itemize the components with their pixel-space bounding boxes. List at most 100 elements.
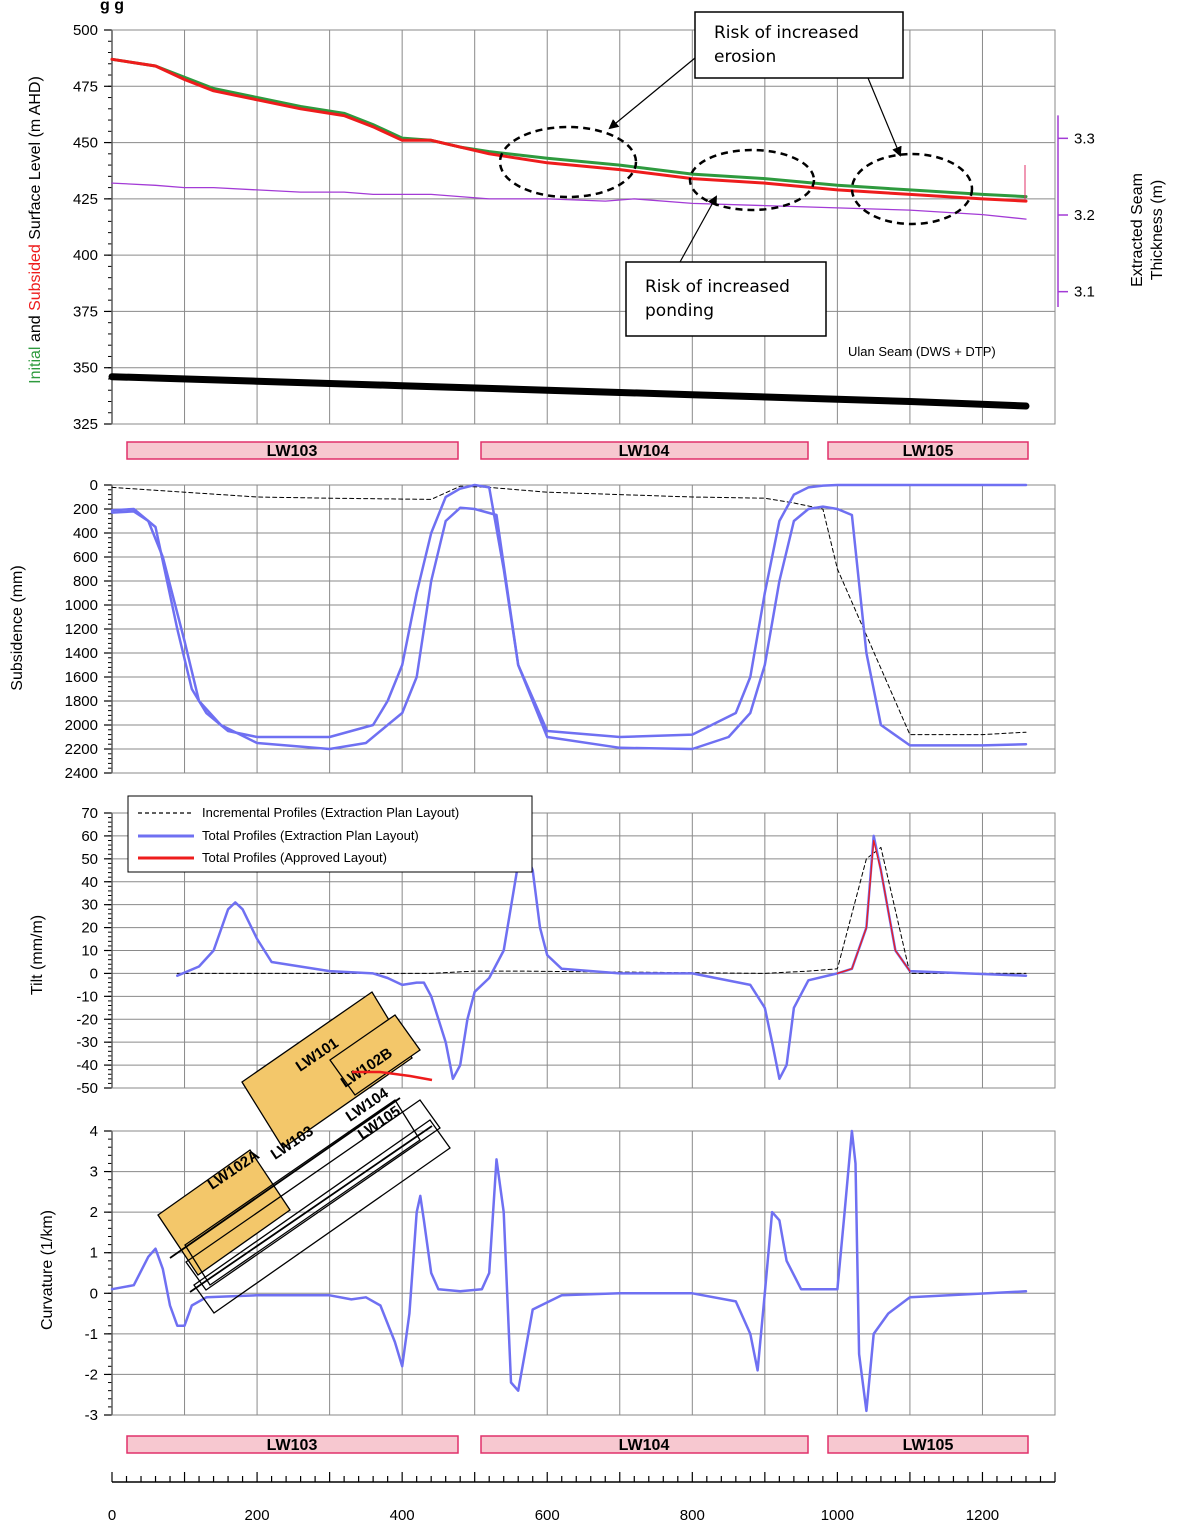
- lw105-label-bottom: LW105: [903, 1437, 954, 1454]
- y-tick-label: 375: [73, 303, 98, 320]
- erosion-annotation: Risk of increased erosion: [608, 11, 904, 157]
- page-title-fragment: g g: [100, 0, 124, 14]
- lw101-panel: [241, 991, 413, 1149]
- y-tick-label: 40: [81, 874, 98, 891]
- longwall-bar-bottom: LW103 LW104 LW105: [126, 1435, 1029, 1454]
- y-tick-label: 400: [73, 247, 98, 264]
- x-tick-label: 800: [680, 1507, 705, 1524]
- seam-thickness-ylabel-2: Thickness (m): [1149, 180, 1166, 280]
- y-tick-label: 20: [81, 920, 98, 937]
- subsided-surface-line: [110, 57, 1028, 203]
- ponding-text-1: Risk of increased: [645, 277, 790, 297]
- lw103-label-bottom: LW103: [267, 1437, 318, 1454]
- y-tick-label: 10: [81, 943, 98, 960]
- legend-label-total-ep: Total Profiles (Extraction Plan Layout): [202, 828, 419, 843]
- lw103-bar-top: [126, 441, 459, 460]
- lw105-label-top: LW105: [903, 443, 954, 460]
- y-tick-label: 425: [73, 191, 98, 208]
- y-tick-label: 0: [90, 1285, 98, 1302]
- y-tick-label: -1: [85, 1326, 98, 1343]
- plan-cross-line-1: [169, 1097, 401, 1259]
- y-tick-label: 0: [90, 965, 98, 982]
- y-tick-label: 800: [73, 573, 98, 590]
- y-tick-label: 2400: [65, 765, 98, 782]
- y-tick-label: 2200: [65, 741, 98, 758]
- right-y-tick-label: 3.1: [1074, 284, 1095, 301]
- erosion-text-2: erosion: [714, 47, 776, 67]
- curvature-ylabel: Curvature (1/km): [39, 1210, 56, 1330]
- incremental-subsidence-line: [111, 485, 1027, 736]
- y-tick-label: 50: [81, 851, 98, 868]
- y-tick-label: -50: [76, 1080, 98, 1097]
- lw103-label-top: LW103: [267, 443, 318, 460]
- surface-level-panel: 325 350 375 400 425 450 475 500 3.1 3.2 3.3: [73, 22, 1095, 433]
- ponding-box: [625, 261, 827, 337]
- lw104-label-bottom: LW104: [619, 1437, 670, 1454]
- y-tick-label: 70: [81, 805, 98, 822]
- lw105-panel: [193, 1119, 451, 1314]
- y-tick-label: 3: [90, 1164, 98, 1181]
- seam-thickness-ylabel-1: Extracted Seam: [1129, 173, 1146, 287]
- subsidence-ylabel: Subsidence (mm): [9, 565, 26, 690]
- y-tick-label: 1600: [65, 669, 98, 686]
- legend-label-incremental: Incremental Profiles (Extraction Plan La…: [202, 805, 459, 820]
- incremental-tilt-line: [176, 846, 1027, 974]
- right-y-tick-label: 3.3: [1074, 130, 1095, 147]
- x-tick-label: 200: [245, 1507, 270, 1524]
- ponding-annotation: Risk of increased ponding: [625, 195, 827, 337]
- y-tick-label: -40: [76, 1057, 98, 1074]
- lw103-panel: [184, 1099, 421, 1286]
- y-tick-label: 1400: [65, 645, 98, 662]
- y-tick-label: 1800: [65, 693, 98, 710]
- y-tick-label: -10: [76, 988, 98, 1005]
- erosion-box: [694, 11, 904, 79]
- ponding-text-2: ponding: [645, 301, 714, 321]
- plot-frame: [111, 484, 1056, 774]
- y-tick-label: -3: [85, 1407, 98, 1424]
- y-tick-label: 500: [73, 22, 98, 39]
- y-tick-label: 1200: [65, 621, 98, 638]
- x-tick-label: 1000: [821, 1507, 854, 1524]
- curvature-panel: -3 -2 -1 0 1 2 3 4: [85, 1123, 1056, 1424]
- curvature-line: [110, 1129, 1028, 1413]
- erosion-arrow-left: [608, 57, 696, 130]
- risk-ellipse-3: [850, 152, 974, 226]
- lw104-label-top: LW104: [619, 443, 670, 460]
- y-tick-label: 2: [90, 1204, 98, 1221]
- y-tick-label: 60: [81, 828, 98, 845]
- risk-ellipse-1: [498, 125, 638, 199]
- y-tick-label: 200: [73, 501, 98, 518]
- legend-label-total-approved: Total Profiles (Approved Layout): [202, 850, 387, 865]
- x-tick-label: 400: [390, 1507, 415, 1524]
- plot-frame: [111, 1130, 1056, 1416]
- legend: Incremental Profiles (Extraction Plan La…: [127, 795, 533, 873]
- y-tick-label: -2: [85, 1366, 98, 1383]
- y-tick-label: 30: [81, 897, 98, 914]
- ylabel-rest: Surface Level (m AHD): [27, 76, 44, 244]
- y-tick-label: -20: [76, 1011, 98, 1028]
- erosion-text-1: Risk of increased: [714, 23, 859, 43]
- y-tick-label: 475: [73, 78, 98, 95]
- plot-frame: [111, 812, 1056, 1089]
- lw105-bar-bottom: [827, 1435, 1029, 1454]
- right-y-tick-label: 3.2: [1074, 207, 1095, 224]
- longwall-bar-top: LW103 LW104 LW105: [126, 441, 1029, 460]
- seam-floor-line: [108, 373, 1030, 410]
- plan-cross-line-2: [189, 1125, 433, 1293]
- y-tick-label: 350: [73, 360, 98, 377]
- y-tick-label: 2000: [65, 717, 98, 734]
- x-tick-label: 600: [535, 1507, 560, 1524]
- lw104-bar-bottom: [480, 1435, 809, 1454]
- seam-label: Ulan Seam (DWS + DTP): [848, 344, 996, 359]
- plot-frame: [111, 29, 1056, 425]
- risk-ellipses: [498, 125, 974, 226]
- lw105-bar-top: [827, 441, 1029, 460]
- y-tick-label: 4: [90, 1123, 98, 1140]
- legend-box: [127, 795, 533, 873]
- y-tick-label: 400: [73, 525, 98, 542]
- lw102b-panel: [329, 1014, 421, 1096]
- lw103-bar-bottom: [126, 1435, 459, 1454]
- y-tick-label: -30: [76, 1034, 98, 1051]
- risk-ellipse-2: [688, 148, 816, 212]
